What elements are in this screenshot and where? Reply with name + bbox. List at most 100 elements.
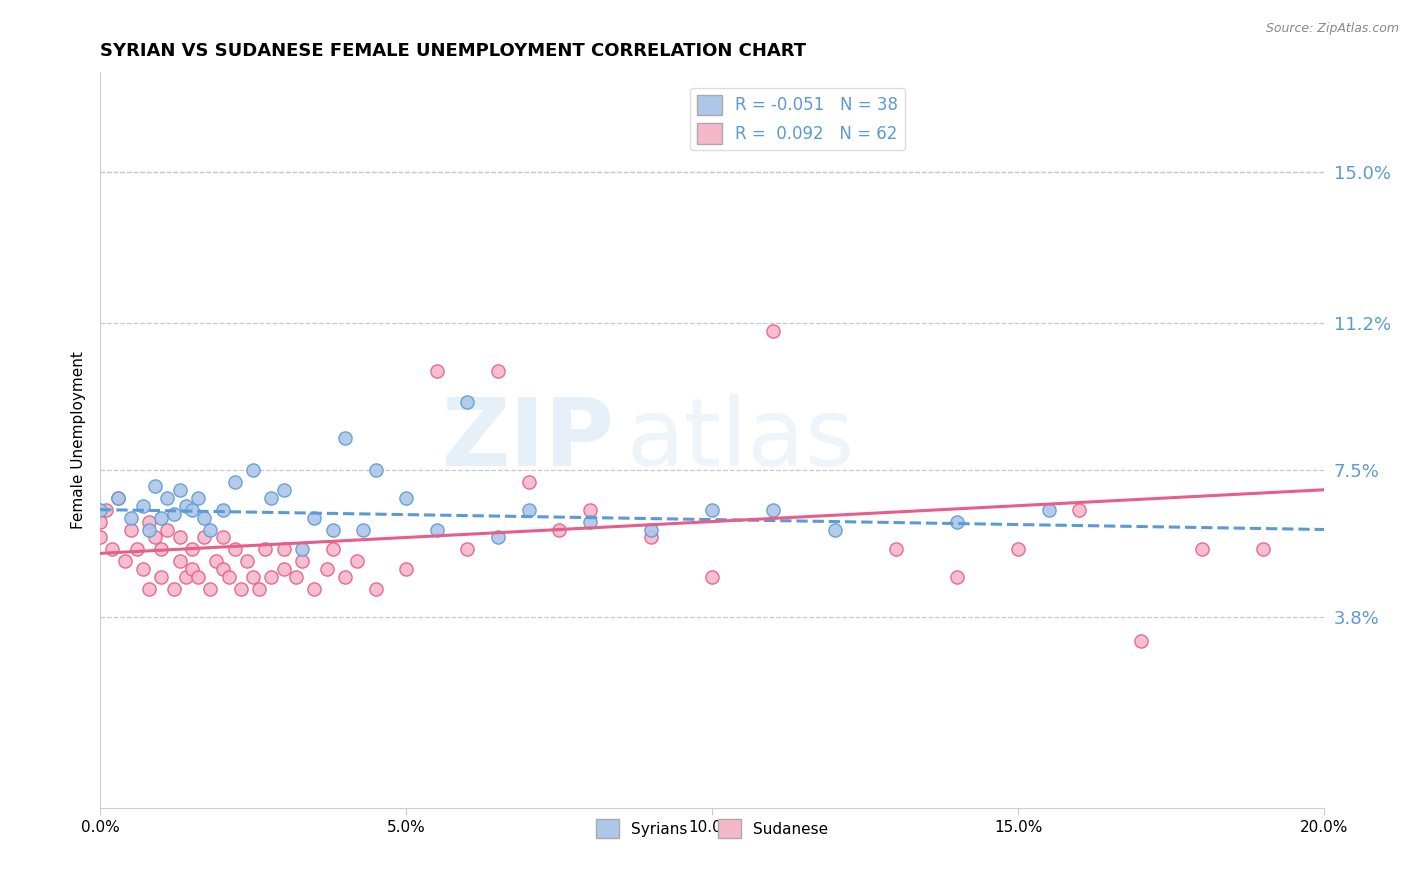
Point xyxy=(426,363,449,377)
Point xyxy=(395,562,418,576)
Point xyxy=(138,582,160,596)
Point xyxy=(322,542,344,557)
Point xyxy=(187,570,209,584)
Text: ZIP: ZIP xyxy=(441,394,614,486)
Point xyxy=(211,531,233,545)
Point xyxy=(486,531,509,545)
Point xyxy=(548,523,571,537)
Point xyxy=(187,491,209,505)
Point xyxy=(96,502,118,516)
Point xyxy=(156,523,179,537)
Point xyxy=(211,502,233,516)
Legend: Syrians, Sudanese: Syrians, Sudanese xyxy=(591,814,834,844)
Point xyxy=(247,582,270,596)
Point xyxy=(456,395,478,409)
Point xyxy=(242,463,264,477)
Point xyxy=(156,491,179,505)
Point xyxy=(291,554,314,568)
Point xyxy=(352,523,374,537)
Point xyxy=(224,542,246,557)
Point xyxy=(162,582,184,596)
Point xyxy=(702,570,724,584)
Point xyxy=(181,542,204,557)
Text: SYRIAN VS SUDANESE FEMALE UNEMPLOYMENT CORRELATION CHART: SYRIAN VS SUDANESE FEMALE UNEMPLOYMENT C… xyxy=(100,42,806,60)
Point xyxy=(107,491,129,505)
Point xyxy=(101,542,124,557)
Point xyxy=(143,479,166,493)
Point xyxy=(200,582,222,596)
Point xyxy=(132,562,155,576)
Point xyxy=(89,515,111,529)
Point xyxy=(181,502,204,516)
Point xyxy=(762,502,785,516)
Point xyxy=(578,502,600,516)
Point xyxy=(211,562,233,576)
Point xyxy=(1191,542,1213,557)
Point xyxy=(236,554,259,568)
Point xyxy=(517,502,540,516)
Y-axis label: Female Unemployment: Female Unemployment xyxy=(72,351,86,529)
Point xyxy=(486,363,509,377)
Point xyxy=(315,562,337,576)
Point xyxy=(138,515,160,529)
Point xyxy=(273,542,295,557)
Point xyxy=(242,570,264,584)
Point xyxy=(1038,502,1060,516)
Point xyxy=(229,582,252,596)
Point xyxy=(364,463,387,477)
Point xyxy=(169,483,191,497)
Point xyxy=(89,531,111,545)
Point xyxy=(169,554,191,568)
Point xyxy=(395,491,418,505)
Point xyxy=(702,502,724,516)
Point xyxy=(517,475,540,489)
Point xyxy=(640,523,662,537)
Point xyxy=(333,431,356,445)
Point xyxy=(762,324,785,338)
Point xyxy=(89,502,111,516)
Point xyxy=(578,515,600,529)
Point xyxy=(304,582,326,596)
Point xyxy=(1069,502,1091,516)
Point xyxy=(426,523,449,537)
Point xyxy=(322,523,344,537)
Point xyxy=(174,499,197,513)
Point xyxy=(291,542,314,557)
Point xyxy=(181,562,204,576)
Point xyxy=(824,523,846,537)
Point xyxy=(1129,633,1152,648)
Point xyxy=(193,510,215,524)
Point xyxy=(260,570,283,584)
Point xyxy=(884,542,907,557)
Text: atlas: atlas xyxy=(627,394,855,486)
Point xyxy=(107,491,129,505)
Point xyxy=(946,515,969,529)
Point xyxy=(150,542,173,557)
Point xyxy=(193,531,215,545)
Point xyxy=(285,570,308,584)
Point xyxy=(125,542,148,557)
Point xyxy=(273,562,295,576)
Point xyxy=(1251,542,1274,557)
Text: Source: ZipAtlas.com: Source: ZipAtlas.com xyxy=(1265,22,1399,36)
Point xyxy=(132,499,155,513)
Point xyxy=(138,523,160,537)
Point xyxy=(224,475,246,489)
Point xyxy=(174,570,197,584)
Point xyxy=(254,542,277,557)
Point xyxy=(120,523,142,537)
Point xyxy=(333,570,356,584)
Point xyxy=(114,554,136,568)
Point xyxy=(640,531,662,545)
Point xyxy=(364,582,387,596)
Point xyxy=(260,491,283,505)
Point xyxy=(120,510,142,524)
Point xyxy=(143,531,166,545)
Point xyxy=(150,570,173,584)
Point xyxy=(346,554,368,568)
Point xyxy=(218,570,240,584)
Point xyxy=(169,531,191,545)
Point xyxy=(1007,542,1029,557)
Point xyxy=(150,510,173,524)
Point xyxy=(304,510,326,524)
